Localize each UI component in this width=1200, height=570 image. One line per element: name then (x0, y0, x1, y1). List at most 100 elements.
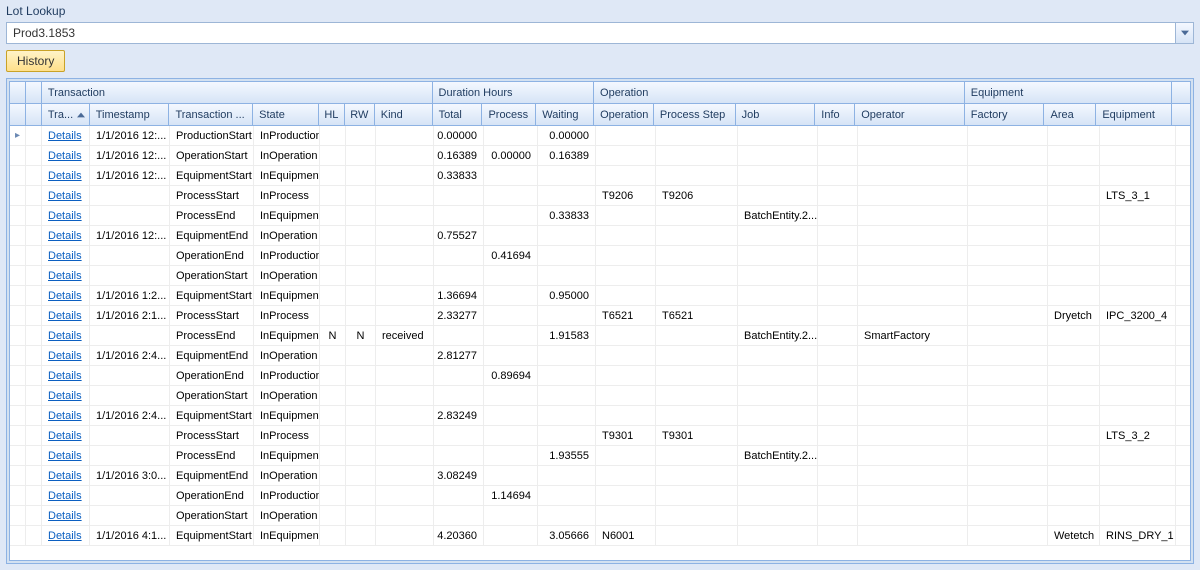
cell (968, 126, 1048, 145)
table-row[interactable]: DetailsOperationStartInOperation (10, 266, 1190, 286)
table-row[interactable]: DetailsOperationEndInProduction1.14694 (10, 486, 1190, 506)
table-row[interactable]: Details1/1/2016 12:...EquipmentStartInEq… (10, 166, 1190, 186)
cell (320, 346, 346, 365)
details-link[interactable]: Details (48, 350, 82, 362)
cell (376, 266, 434, 285)
cell (538, 506, 596, 525)
lot-lookup-input[interactable] (6, 22, 1176, 44)
table-row[interactable]: Details1/1/2016 2:4...EquipmentStartInEq… (10, 406, 1190, 426)
cell (346, 466, 376, 485)
details-link[interactable]: Details (48, 410, 82, 422)
table-row[interactable]: DetailsProcessEndInEquipment1.93555Batch… (10, 446, 1190, 466)
cell (1100, 146, 1176, 165)
cell (968, 246, 1048, 265)
cell (1048, 226, 1100, 245)
col-operator[interactable]: Operator (855, 104, 965, 125)
details-link[interactable]: Details (48, 390, 82, 402)
details-link[interactable]: Details (48, 430, 82, 442)
table-row[interactable]: ▸Details1/1/2016 12:...ProductionStartIn… (10, 126, 1190, 146)
grid-body[interactable]: ▸Details1/1/2016 12:...ProductionStartIn… (10, 126, 1190, 560)
details-link[interactable]: Details (48, 190, 82, 202)
table-row[interactable]: DetailsOperationStartInOperation (10, 506, 1190, 526)
table-row[interactable]: Details1/1/2016 12:...OperationStartInOp… (10, 146, 1190, 166)
table-row[interactable]: DetailsProcessStartInProcessT9206T9206LT… (10, 186, 1190, 206)
cell (858, 166, 968, 185)
cell (26, 286, 42, 305)
col-process-step[interactable]: Process Step (654, 104, 736, 125)
cell (434, 366, 484, 385)
grid-header-groups: Transaction Duration Hours Operation Equ… (10, 82, 1190, 104)
cell: Details (42, 406, 90, 425)
details-link[interactable]: Details (48, 330, 82, 342)
col-factory[interactable]: Factory (965, 104, 1045, 125)
table-row[interactable]: Details1/1/2016 12:...EquipmentEndInOper… (10, 226, 1190, 246)
cell (320, 246, 346, 265)
col-equipment[interactable]: Equipment (1096, 104, 1172, 125)
col-job[interactable]: Job (736, 104, 816, 125)
details-link[interactable]: Details (48, 290, 82, 302)
expand-row-icon[interactable]: ▸ (15, 130, 20, 141)
cell (656, 346, 738, 365)
cell (1100, 226, 1176, 245)
cell (376, 386, 434, 405)
details-link[interactable]: Details (48, 510, 82, 522)
table-row[interactable]: DetailsOperationEndInProduction0.41694 (10, 246, 1190, 266)
cell (818, 146, 858, 165)
details-link[interactable]: Details (48, 170, 82, 182)
history-button[interactable]: History (6, 50, 65, 72)
col-state[interactable]: State (253, 104, 319, 125)
lot-lookup-dropdown[interactable] (1176, 22, 1194, 44)
table-row[interactable]: Details1/1/2016 2:4...EquipmentEndInOper… (10, 346, 1190, 366)
cell (1048, 146, 1100, 165)
details-link[interactable]: Details (48, 450, 82, 462)
details-link[interactable]: Details (48, 230, 82, 242)
table-row[interactable]: DetailsOperationStartInOperation (10, 386, 1190, 406)
table-row[interactable]: DetailsProcessStartInProcessT9301T9301LT… (10, 426, 1190, 446)
details-link[interactable]: Details (48, 530, 82, 542)
cell (376, 366, 434, 385)
cell (90, 386, 170, 405)
col-tra[interactable]: Tra... (42, 104, 90, 125)
col-timestamp[interactable]: Timestamp (90, 104, 170, 125)
col-trans-type[interactable]: Transaction ... (169, 104, 253, 125)
table-row[interactable]: Details1/1/2016 4:1...EquipmentStartInEq… (10, 526, 1190, 546)
details-link[interactable]: Details (48, 370, 82, 382)
col-hl[interactable]: HL (319, 104, 345, 125)
cell (538, 186, 596, 205)
table-row[interactable]: Details1/1/2016 1:2...EquipmentStartInEq… (10, 286, 1190, 306)
table-row[interactable]: DetailsOperationEndInProduction0.89694 (10, 366, 1190, 386)
col-process[interactable]: Process (482, 104, 536, 125)
details-link[interactable]: Details (48, 210, 82, 222)
details-link[interactable]: Details (48, 130, 82, 142)
details-link[interactable]: Details (48, 150, 82, 162)
cell: OperationStart (170, 266, 254, 285)
table-row[interactable]: DetailsProcessEndInEquipment0.33833Batch… (10, 206, 1190, 226)
col-rw[interactable]: RW (345, 104, 375, 125)
col-info[interactable]: Info (815, 104, 855, 125)
cell (968, 466, 1048, 485)
details-link[interactable]: Details (48, 270, 82, 282)
col-area[interactable]: Area (1044, 104, 1096, 125)
details-link[interactable]: Details (48, 250, 82, 262)
col-waiting[interactable]: Waiting (536, 104, 594, 125)
table-row[interactable]: DetailsProcessEndInEquipmentNNreceived1.… (10, 326, 1190, 346)
details-link[interactable]: Details (48, 470, 82, 482)
cell (656, 266, 738, 285)
cell: InEquipment (254, 166, 320, 185)
cell (858, 446, 968, 465)
cell (968, 406, 1048, 425)
col-operation[interactable]: Operation (594, 104, 654, 125)
col-total[interactable]: Total (433, 104, 483, 125)
cell (858, 266, 968, 285)
details-link[interactable]: Details (48, 310, 82, 322)
cell: 3.08249 (434, 466, 484, 485)
cell (346, 146, 376, 165)
details-link[interactable]: Details (48, 490, 82, 502)
table-row[interactable]: Details1/1/2016 3:0...EquipmentEndInOper… (10, 466, 1190, 486)
cell (90, 246, 170, 265)
col-kind[interactable]: Kind (375, 104, 433, 125)
cell (596, 406, 656, 425)
cell (1100, 266, 1176, 285)
cell: 0.16389 (538, 146, 596, 165)
table-row[interactable]: Details1/1/2016 2:1...ProcessStartInProc… (10, 306, 1190, 326)
